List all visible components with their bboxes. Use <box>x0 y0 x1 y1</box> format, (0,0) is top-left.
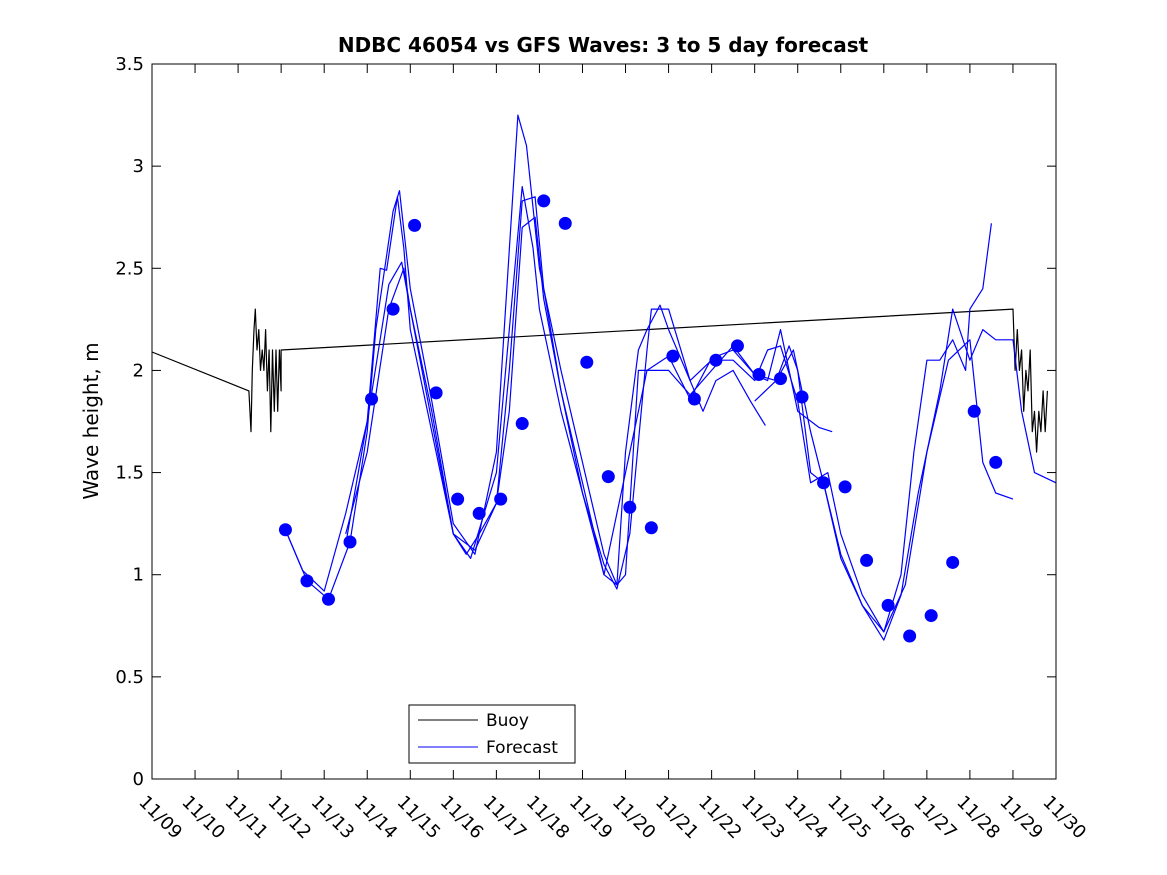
forecast-marker <box>838 480 852 494</box>
forecast-marker <box>515 417 529 431</box>
x-tick-label: 11/28 <box>952 792 1004 844</box>
x-tick-label: 11/29 <box>995 792 1047 844</box>
forecast-marker <box>817 476 831 490</box>
forecast-marker <box>860 553 874 567</box>
forecast-marker <box>537 194 551 208</box>
forecast-marker <box>451 492 465 506</box>
x-tick-label: 11/25 <box>823 792 875 844</box>
forecast-series-line-3 <box>345 196 992 633</box>
x-tick-label: 11/13 <box>307 792 359 844</box>
legend-box <box>408 704 576 764</box>
forecast-marker <box>321 592 335 606</box>
forecast-marker <box>924 609 938 623</box>
axes-frame <box>151 63 1057 780</box>
y-tick-label: 3 <box>133 156 144 177</box>
plot-area: 11/0911/1011/1111/1211/1311/1411/1511/16… <box>115 54 1090 843</box>
x-tick-label: 11/11 <box>221 792 273 844</box>
y-tick-label: 2.5 <box>115 258 144 279</box>
x-tick-label: 11/15 <box>393 792 445 844</box>
forecast-marker <box>730 339 744 353</box>
forecast-marker <box>752 368 766 382</box>
y-tick-label: 1 <box>133 565 144 586</box>
y-tick-label: 2 <box>133 360 144 381</box>
forecast-marker <box>429 386 443 400</box>
y-tick-label: 0.5 <box>115 667 144 688</box>
forecast-marker <box>580 355 594 369</box>
forecast-marker <box>408 218 422 232</box>
x-tick-label: 11/26 <box>866 792 918 844</box>
legend-buoy-label: Buoy <box>486 711 529 731</box>
forecast-marker <box>494 492 508 506</box>
x-tick-label: 11/10 <box>178 792 230 844</box>
y-tick-label: 0 <box>133 769 144 790</box>
forecast-marker <box>300 574 314 588</box>
y-axis-label: Wave height, m <box>79 342 103 499</box>
forecast-series-line-2 <box>284 114 833 600</box>
x-tick-label: 11/21 <box>651 792 703 844</box>
forecast-marker <box>881 598 895 612</box>
x-tick-label: 11/22 <box>694 792 746 844</box>
x-tick-label: 11/18 <box>522 792 574 844</box>
x-tick-label: 11/20 <box>608 792 660 844</box>
x-tick-label: 11/14 <box>350 792 402 844</box>
forecast-marker <box>278 523 292 537</box>
y-tick-label: 1.5 <box>115 463 144 484</box>
forecast-marker <box>601 470 615 484</box>
forecast-marker <box>903 629 917 643</box>
plot-background <box>152 64 1056 779</box>
forecast-marker <box>666 349 680 363</box>
forecast-marker <box>709 353 723 367</box>
forecast-marker <box>687 392 701 406</box>
x-tick-label: 11/19 <box>565 792 617 844</box>
forecast-marker <box>558 216 572 230</box>
forecast-marker <box>967 404 981 418</box>
legend-forecast-label: Forecast <box>486 738 558 758</box>
x-tick-label: 11/24 <box>780 792 832 844</box>
legend: Buoy Forecast <box>408 704 576 764</box>
x-tick-label: 11/27 <box>909 792 961 844</box>
x-tick-label: 11/23 <box>737 792 789 844</box>
forecast-marker <box>386 302 400 316</box>
forecast-marker <box>365 392 379 406</box>
buoy-series-line <box>151 308 1048 453</box>
x-tick-label: 11/30 <box>1038 792 1090 844</box>
forecast-marker <box>773 372 787 386</box>
x-tick-label: 11/12 <box>264 792 316 844</box>
forecast-marker <box>472 506 486 520</box>
chart-title: NDBC 46054 vs GFS Waves: 3 to 5 day fore… <box>338 33 869 57</box>
forecast-marker <box>795 390 809 404</box>
x-tick-label: 11/16 <box>436 792 488 844</box>
forecast-marker <box>644 521 658 535</box>
forecast-marker <box>343 535 357 549</box>
x-tick-label: 11/17 <box>479 792 531 844</box>
forecast-marker <box>989 455 1003 469</box>
forecast-series-line-1 <box>284 186 766 592</box>
y-tick-label: 3.5 <box>115 54 144 75</box>
forecast-marker <box>946 555 960 569</box>
x-tick-label: 11/09 <box>134 792 186 844</box>
forecast-marker <box>623 500 637 514</box>
forecast-series-line-5 <box>754 308 1057 641</box>
